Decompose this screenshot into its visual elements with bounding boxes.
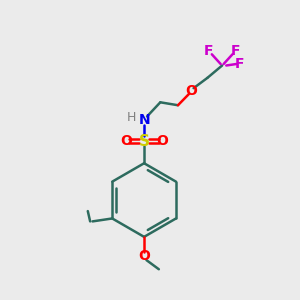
Text: F: F	[204, 44, 214, 58]
Text: N: N	[138, 113, 150, 127]
Text: O: O	[185, 84, 197, 98]
Text: O: O	[120, 134, 132, 148]
Text: O: O	[156, 134, 168, 148]
Text: H: H	[127, 111, 136, 124]
Text: O: O	[138, 249, 150, 263]
Text: F: F	[231, 44, 240, 58]
Text: S: S	[139, 134, 150, 149]
Text: F: F	[235, 57, 244, 71]
